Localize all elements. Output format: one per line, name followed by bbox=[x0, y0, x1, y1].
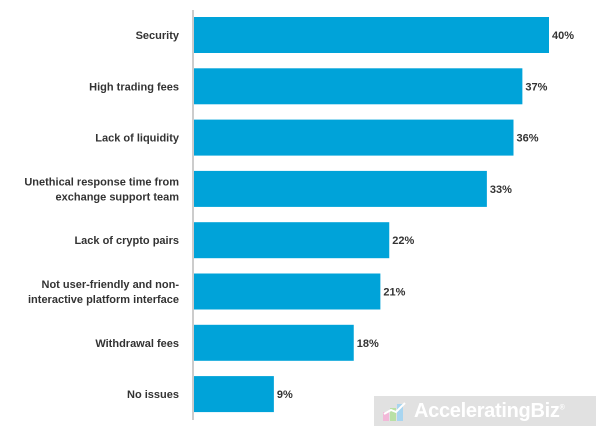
data-label: 22% bbox=[392, 235, 414, 247]
data-label: 21% bbox=[383, 287, 405, 299]
category-label: exchange support team bbox=[56, 191, 180, 203]
category-label: Unethical response time from bbox=[24, 176, 179, 188]
category-label: High trading fees bbox=[89, 81, 179, 93]
category-label: Lack of liquidity bbox=[95, 133, 180, 145]
bar bbox=[194, 222, 390, 259]
bar bbox=[194, 324, 354, 361]
data-label: 18% bbox=[357, 338, 379, 350]
category-label: Security bbox=[136, 30, 180, 42]
registered-mark: ® bbox=[559, 403, 565, 411]
bar bbox=[194, 376, 274, 413]
data-label: 33% bbox=[490, 184, 512, 196]
bar bbox=[194, 119, 514, 156]
watermark-text: AcceleratingBiz® bbox=[414, 399, 565, 422]
data-label: 9% bbox=[277, 389, 293, 401]
bar bbox=[194, 68, 523, 105]
category-label: No issues bbox=[127, 389, 179, 401]
category-label: Lack of crypto pairs bbox=[74, 235, 179, 247]
bars-layer bbox=[194, 17, 549, 413]
category-label: Withdrawal fees bbox=[95, 338, 179, 350]
labels-layer: 40% Security 37% High trading fees 36% Lack o… bbox=[24, 30, 574, 401]
data-label: 36% bbox=[517, 133, 539, 145]
category-label: interactive platform interface bbox=[28, 294, 179, 306]
bar-chart-logo-icon bbox=[383, 402, 406, 421]
bar bbox=[194, 170, 487, 207]
watermark-logo: AcceleratingBiz® bbox=[374, 396, 596, 426]
data-label: 40% bbox=[552, 30, 574, 42]
data-label: 37% bbox=[525, 81, 547, 93]
category-label: Not user-friendly and non- bbox=[42, 279, 180, 291]
bar bbox=[194, 273, 381, 310]
bar bbox=[194, 17, 549, 53]
